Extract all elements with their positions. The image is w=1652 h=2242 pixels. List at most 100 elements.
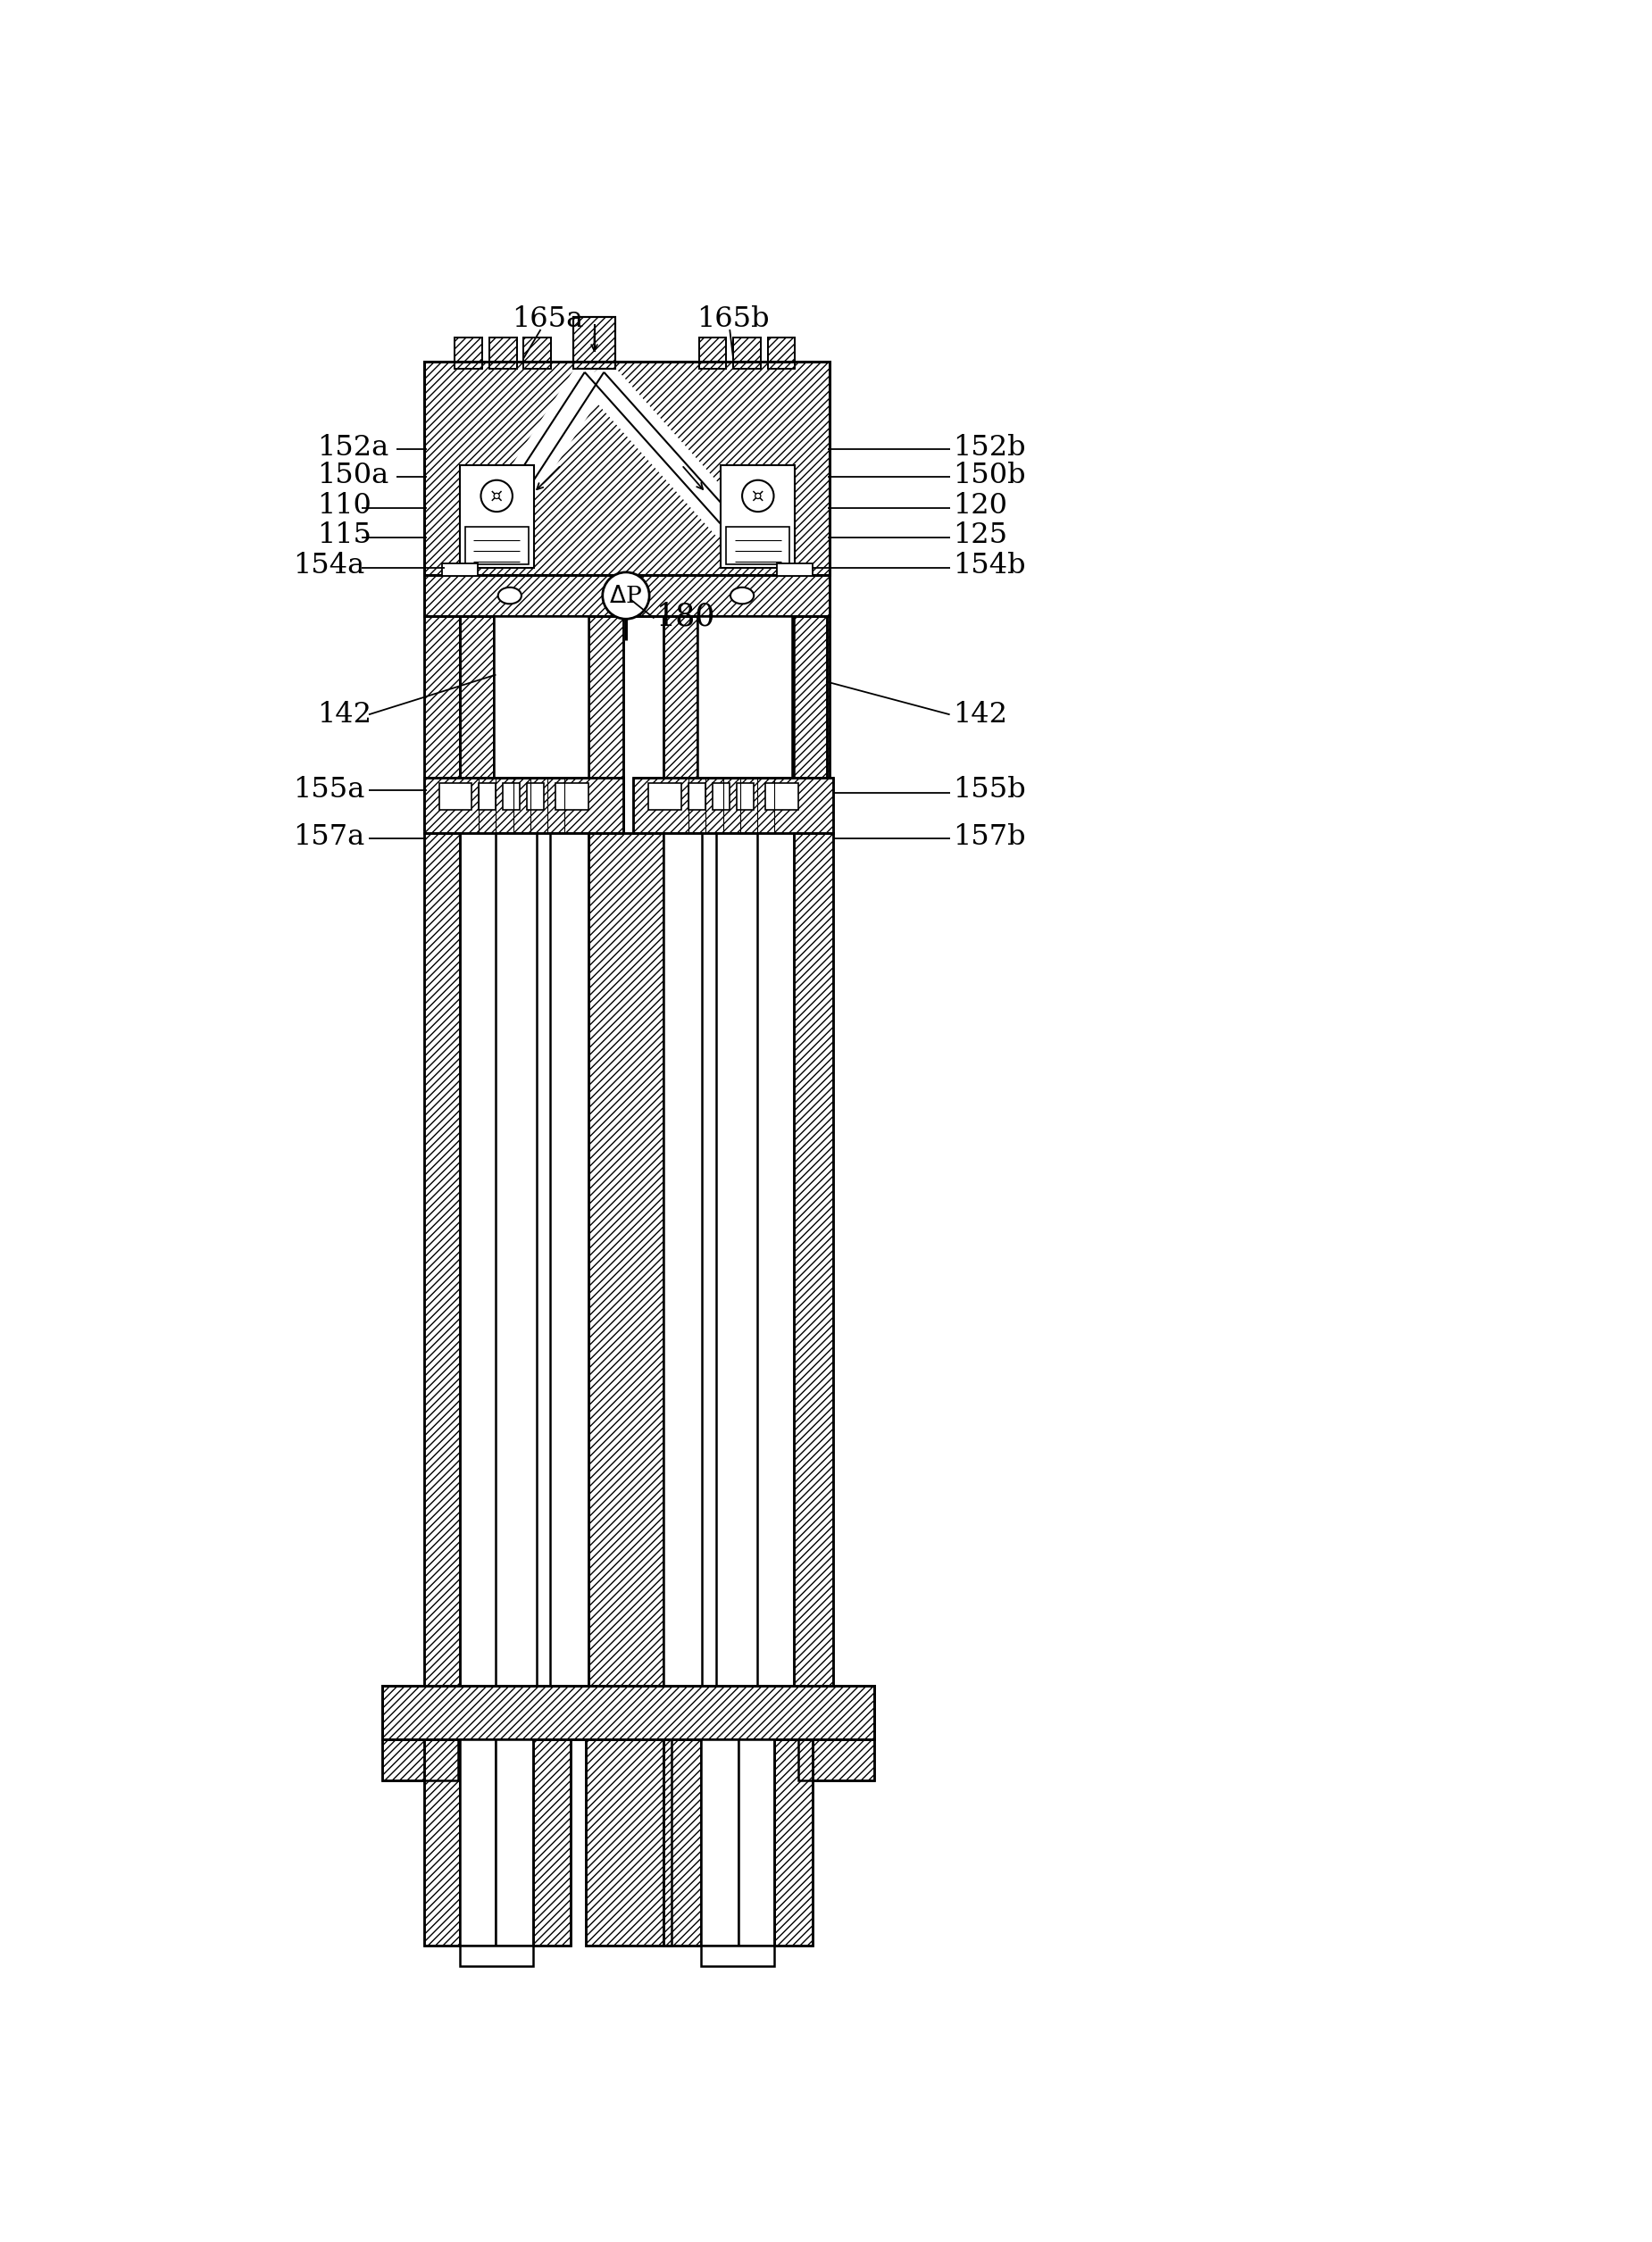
Bar [425,778,623,832]
Bar [697,617,793,778]
Text: 115: 115 [317,522,372,549]
Bar [534,1740,570,1946]
Circle shape [742,480,773,511]
Circle shape [603,572,649,619]
Bar [649,782,682,809]
Bar [715,832,757,1686]
Bar [664,1740,700,1946]
Text: 180: 180 [656,601,715,632]
Bar [662,617,697,830]
Bar [496,1740,534,1946]
Bar [425,361,829,574]
Text: 110: 110 [317,493,372,520]
Bar [793,832,833,1686]
Bar [383,1740,458,1780]
Bar [768,339,795,368]
Bar [664,1740,700,1946]
Bar [585,1740,671,1946]
Bar [699,339,727,368]
Bar [585,1740,671,1946]
Bar [588,832,664,1686]
Bar [793,832,833,1686]
Bar [479,782,496,809]
Circle shape [494,493,499,498]
Bar [383,1686,874,1740]
Text: 154a: 154a [292,552,365,581]
Bar [441,563,477,576]
Bar [459,464,534,567]
Text: 142: 142 [317,702,372,729]
Bar [459,617,494,830]
Bar [489,339,517,368]
Text: 150a: 150a [317,462,388,489]
Bar [425,574,829,617]
Text: 157a: 157a [292,823,365,850]
Bar [573,316,615,368]
Text: 157b: 157b [953,823,1026,850]
Text: 152a: 152a [317,435,388,462]
Bar [793,617,826,830]
Bar [502,782,520,809]
Text: 165b: 165b [697,305,770,334]
Bar [793,617,826,830]
Text: 152b: 152b [953,435,1026,462]
Bar [459,617,494,830]
Bar [738,1740,775,1946]
Bar [662,617,697,830]
Text: 154b: 154b [953,552,1026,581]
Bar [733,339,760,368]
Bar [768,339,795,368]
Text: 142: 142 [953,702,1008,729]
Text: 150b: 150b [953,462,1026,489]
Bar [425,1740,459,1946]
Bar [633,778,833,832]
Bar [712,782,730,809]
Bar [496,832,537,1686]
Bar [689,782,705,809]
Bar [737,782,753,809]
Bar [425,361,829,574]
Bar [459,1740,496,1946]
Bar [733,339,760,368]
Text: 165a: 165a [512,305,583,334]
Bar [466,527,529,565]
Bar [727,527,790,565]
Bar [524,339,552,368]
Bar [527,782,544,809]
Bar [588,617,623,830]
Bar [765,782,798,809]
Bar [534,1740,570,1946]
Bar [588,832,664,1686]
Bar [459,1946,534,1966]
Bar [454,339,482,368]
Bar [700,1740,738,1946]
Bar [798,1740,874,1780]
Bar [720,464,795,567]
Bar [383,1740,458,1780]
Text: 120: 120 [953,493,1008,520]
Ellipse shape [497,587,522,603]
Ellipse shape [730,587,753,603]
Bar [550,832,588,1686]
Text: 155b: 155b [953,776,1026,805]
Bar [793,617,829,830]
Bar [798,1740,874,1780]
Text: 155a: 155a [292,776,365,805]
Text: $\Delta$P: $\Delta$P [610,585,643,608]
Bar [383,1686,874,1740]
Bar [633,778,833,832]
Bar [425,574,829,617]
Bar [454,339,482,368]
Bar [573,316,615,368]
Bar [588,617,623,830]
Bar [555,782,588,809]
Bar [425,617,459,830]
Bar [439,782,472,809]
Bar [793,617,829,830]
Bar [425,778,623,832]
Bar [524,339,552,368]
Bar [425,832,459,1686]
Bar [776,563,813,576]
Bar [699,339,727,368]
Circle shape [481,480,512,511]
